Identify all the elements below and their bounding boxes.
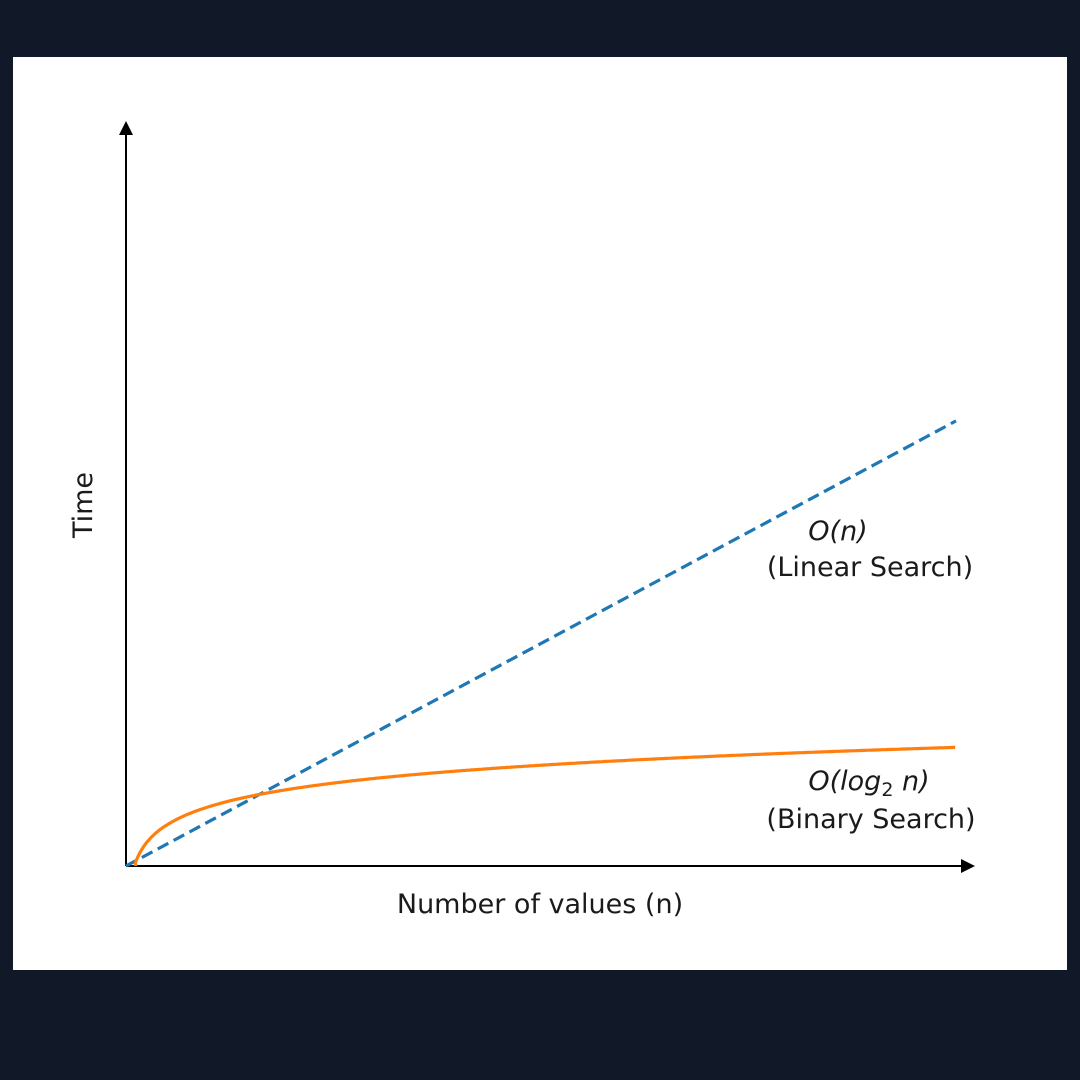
series-layer [125, 419, 957, 868]
x-axis-label: Number of values (n) [397, 889, 683, 920]
chart-panel [13, 57, 1067, 970]
binary-annotation-label: (Binary Search) [766, 804, 975, 835]
linear-annotation-formula: O(n) [808, 516, 867, 547]
y-axis-label: Time [68, 472, 99, 539]
binary-formula-subscript: 2 [881, 779, 893, 801]
linear-annotation-label: (Linear Search) [767, 552, 973, 583]
binary-formula-tail: n) [893, 766, 929, 797]
binary-series-line [133, 745, 956, 866]
linear-series-line [125, 419, 957, 868]
binary-annotation-formula: O(log2 n) [808, 766, 929, 801]
binary-formula-main: O(log [808, 766, 881, 797]
